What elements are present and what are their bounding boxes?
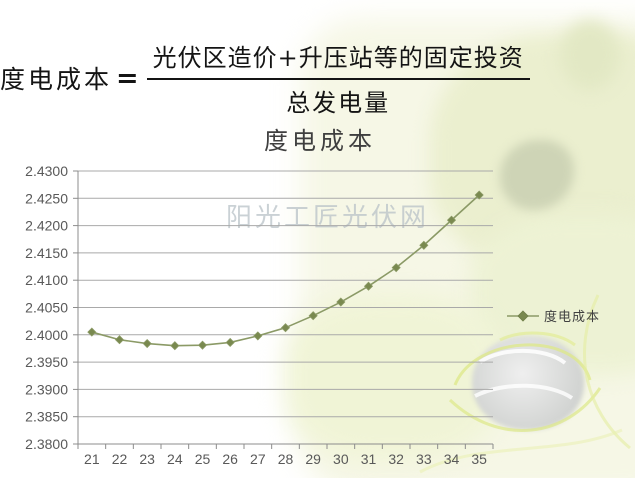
svg-text:35: 35 bbox=[471, 451, 487, 467]
svg-text:2.4050: 2.4050 bbox=[25, 300, 68, 316]
svg-text:2.4150: 2.4150 bbox=[25, 245, 68, 261]
svg-text:31: 31 bbox=[361, 451, 377, 467]
formula-lhs: 度电成本 bbox=[0, 65, 113, 94]
svg-text:2.4300: 2.4300 bbox=[25, 163, 68, 179]
fraction-denominator: 总发电量 bbox=[286, 89, 391, 117]
svg-text:21: 21 bbox=[84, 451, 100, 467]
svg-text:34: 34 bbox=[444, 451, 460, 467]
svg-text:32: 32 bbox=[388, 451, 404, 467]
legend-line-marker-icon bbox=[507, 309, 539, 322]
svg-text:26: 26 bbox=[222, 451, 238, 467]
svg-text:2.3800: 2.3800 bbox=[25, 436, 68, 452]
svg-text:2.4100: 2.4100 bbox=[25, 272, 68, 288]
svg-text:33: 33 bbox=[416, 451, 432, 467]
svg-text:28: 28 bbox=[278, 451, 294, 467]
svg-text:2.3950: 2.3950 bbox=[25, 354, 68, 370]
svg-text:24: 24 bbox=[167, 451, 183, 467]
svg-text:2.3900: 2.3900 bbox=[25, 381, 68, 397]
svg-text:27: 27 bbox=[250, 451, 266, 467]
svg-text:2.4250: 2.4250 bbox=[25, 190, 68, 206]
svg-text:30: 30 bbox=[333, 451, 349, 467]
legend-label: 度电成本 bbox=[544, 309, 601, 324]
svg-text:2.3850: 2.3850 bbox=[25, 409, 68, 425]
svg-text:23: 23 bbox=[139, 451, 155, 467]
chart-title: 度电成本 bbox=[264, 128, 376, 155]
svg-text:25: 25 bbox=[195, 451, 211, 467]
cost-formula: 度电成本 = 光伏区造价+升压站等的固定投资 总发电量 bbox=[0, 38, 530, 118]
formula-fraction: 光伏区造价+升压站等的固定投资 总发电量 bbox=[146, 38, 530, 118]
fraction-numerator: 光伏区造价+升压站等的固定投资 bbox=[146, 38, 530, 80]
svg-text:22: 22 bbox=[112, 451, 128, 467]
svg-text:2.4200: 2.4200 bbox=[25, 218, 68, 234]
svg-text:2.4000: 2.4000 bbox=[25, 327, 68, 343]
svg-text:29: 29 bbox=[305, 451, 321, 467]
equals-sign: = bbox=[116, 62, 139, 94]
chart-legend: 度电成本 bbox=[506, 306, 600, 325]
